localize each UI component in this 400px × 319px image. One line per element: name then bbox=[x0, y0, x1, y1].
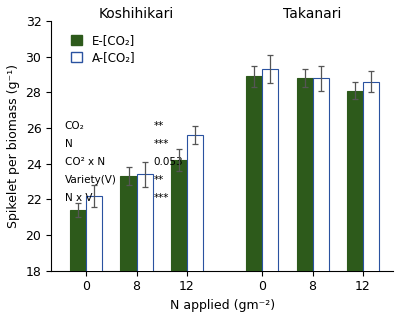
Legend: E-[CO₂], A-[CO₂]: E-[CO₂], A-[CO₂] bbox=[71, 34, 136, 64]
Text: CO₂: CO₂ bbox=[65, 121, 84, 131]
Text: ***: *** bbox=[154, 139, 169, 149]
X-axis label: N applied (gm⁻²): N applied (gm⁻²) bbox=[170, 299, 275, 312]
Text: 0.053: 0.053 bbox=[154, 157, 183, 167]
Bar bbox=[70, 210, 86, 319]
Text: **: ** bbox=[154, 121, 164, 131]
Bar bbox=[312, 78, 329, 319]
Text: **: ** bbox=[154, 175, 164, 185]
Text: Variety(V): Variety(V) bbox=[65, 175, 117, 185]
Bar bbox=[171, 160, 187, 319]
Bar bbox=[363, 82, 379, 319]
Text: Takanari: Takanari bbox=[284, 7, 342, 21]
Text: ***: *** bbox=[154, 193, 169, 203]
Bar bbox=[86, 196, 102, 319]
Text: N: N bbox=[65, 139, 72, 149]
Bar bbox=[187, 135, 203, 319]
Text: Koshihikari: Koshihikari bbox=[99, 7, 174, 21]
Y-axis label: Spikelet per biomass (g⁻¹): Spikelet per biomass (g⁻¹) bbox=[7, 64, 20, 228]
Text: CO² x N: CO² x N bbox=[65, 157, 105, 167]
Bar bbox=[296, 78, 312, 319]
Bar bbox=[262, 69, 278, 319]
Bar bbox=[120, 176, 136, 319]
Bar bbox=[136, 174, 153, 319]
Text: N x V: N x V bbox=[65, 193, 92, 203]
Bar bbox=[347, 91, 363, 319]
Bar bbox=[246, 76, 262, 319]
